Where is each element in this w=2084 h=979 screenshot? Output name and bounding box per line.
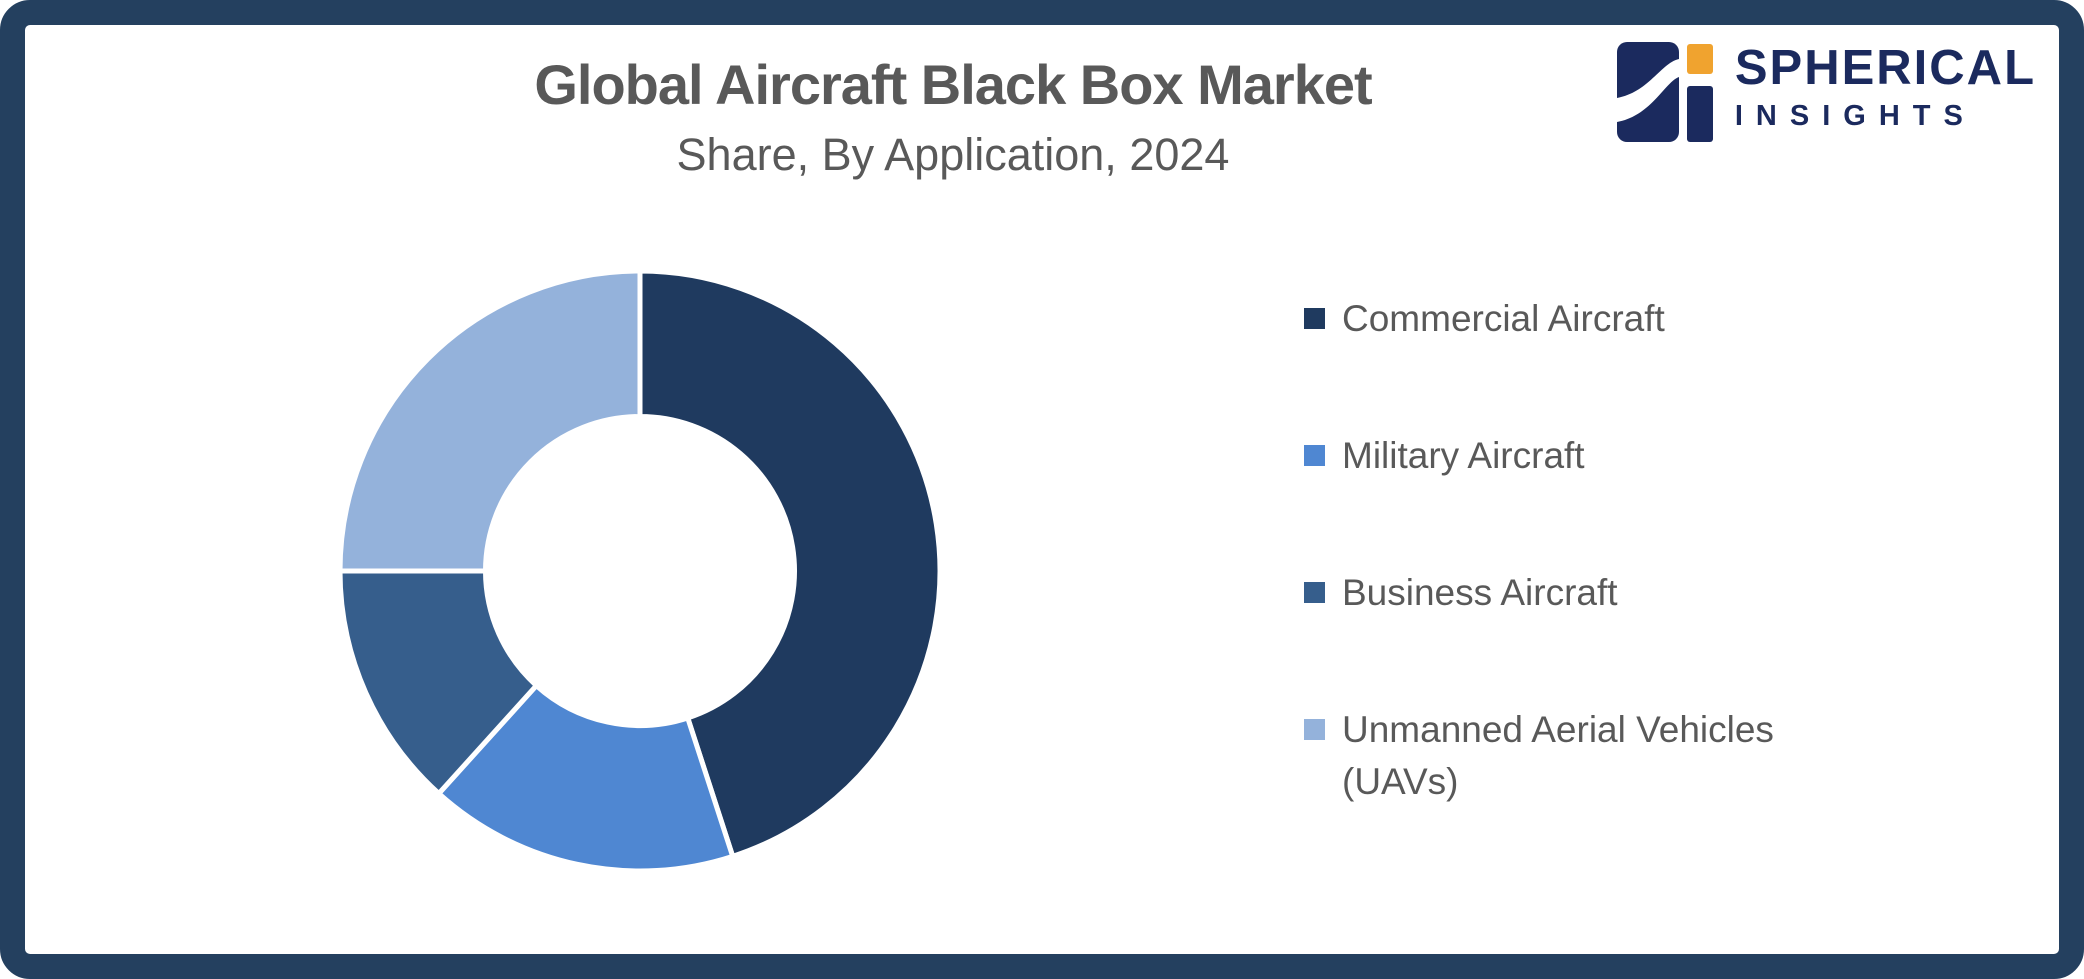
legend-label: Unmanned Aerial Vehicles (UAVs) xyxy=(1342,709,1774,802)
donut-slice-military-aircraft xyxy=(436,683,736,874)
donut-slice-business-aircraft xyxy=(337,568,539,797)
legend-label: Commercial Aircraft xyxy=(1342,298,1665,339)
chart-subtitle: Share, By Application, 2024 xyxy=(676,129,1230,180)
chart-legend: Commercial Aircraft Military Aircraft Busi… xyxy=(1304,293,1864,893)
donut-slice-unmanned-aerial-vehicles-uavs xyxy=(337,268,643,574)
legend-item: Business Aircraft xyxy=(1304,567,1864,619)
legend-label: Business Aircraft xyxy=(1342,572,1618,613)
logo-swoosh-icon xyxy=(1616,59,1679,122)
legend-swatch-icon xyxy=(1304,719,1325,740)
legend-item: Commercial Aircraft xyxy=(1304,293,1864,345)
logo-text: SPHERICAL INSIGHTS xyxy=(1734,41,2036,133)
chart-title: Global Aircraft Black Box Market xyxy=(534,53,1372,116)
legend-item: Unmanned Aerial Vehicles (UAVs) xyxy=(1304,704,1864,808)
spherical-insights-logo: SPHERICAL INSIGHTS xyxy=(1616,41,2036,142)
donut-chart xyxy=(337,268,943,874)
donut-slice-commercial-aircraft xyxy=(637,268,943,859)
logo-orange-block xyxy=(1686,44,1713,74)
legend-item: Military Aircraft xyxy=(1304,430,1864,482)
legend-swatch-icon xyxy=(1304,445,1325,466)
legend-swatch-icon xyxy=(1304,582,1325,603)
donut-chart-area xyxy=(335,266,945,876)
legend-label: Military Aircraft xyxy=(1342,435,1585,476)
logo-brand-name: SPHERICAL xyxy=(1734,41,2036,95)
logo-icon xyxy=(1616,42,1713,142)
logo-navy-bar xyxy=(1686,86,1713,142)
logo-brand-subname: INSIGHTS xyxy=(1734,99,1976,132)
legend-swatch-icon xyxy=(1304,308,1325,329)
